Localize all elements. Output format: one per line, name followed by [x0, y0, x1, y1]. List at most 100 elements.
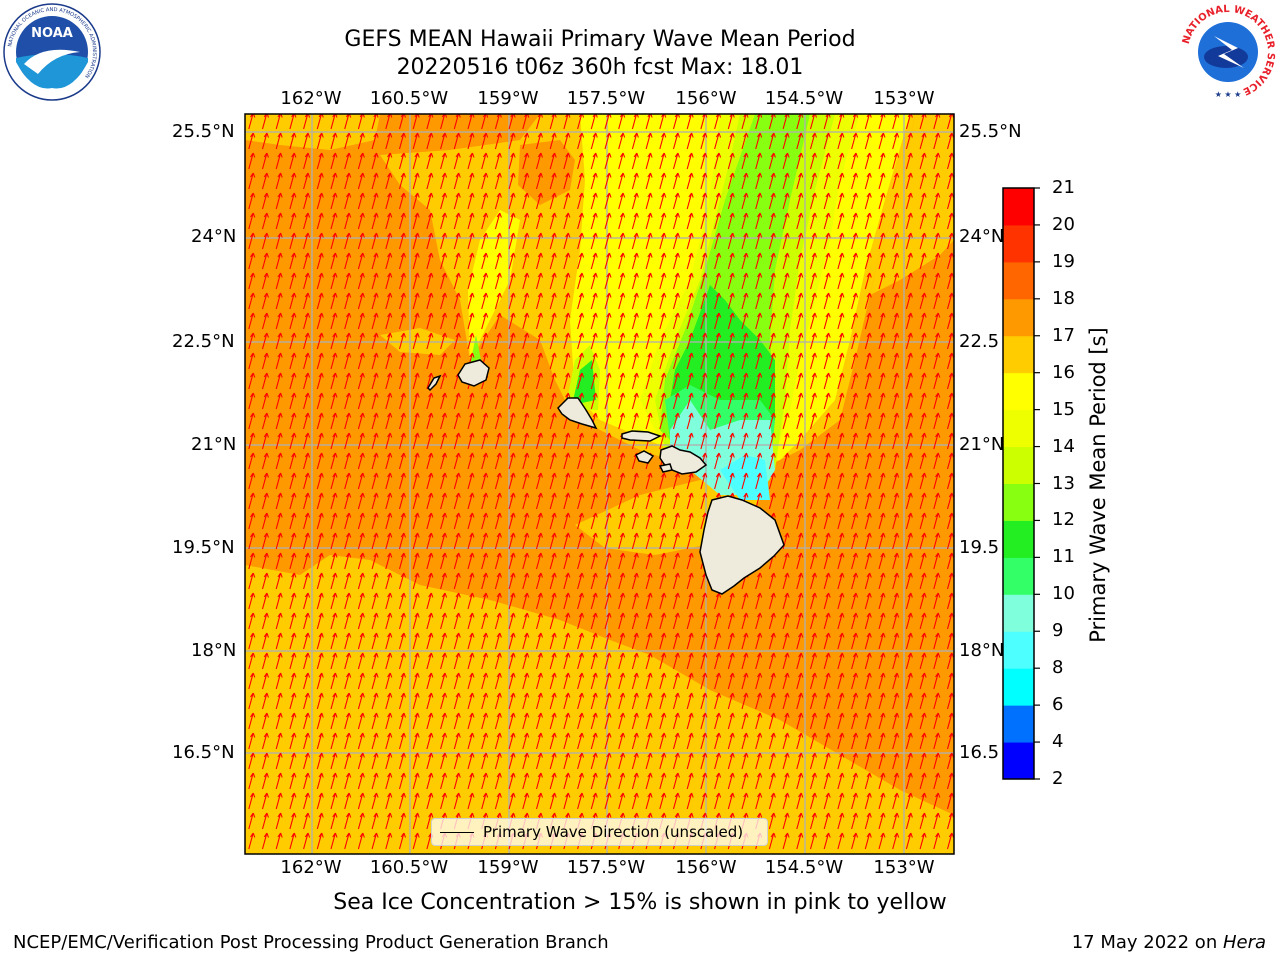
- wave-direction-arrow: [385, 672, 393, 690]
- wave-direction-arrow: [823, 772, 831, 790]
- wave-direction-arrow: [946, 612, 954, 630]
- wave-direction-arrow: [412, 732, 420, 750]
- wave-direction-arrow: [645, 632, 653, 650]
- wave-direction-arrow: [412, 372, 420, 390]
- wave-direction-arrow: [727, 592, 735, 610]
- wave-direction-arrow: [426, 692, 434, 710]
- wave-direction-arrow: [796, 492, 804, 510]
- wave-direction-arrow: [535, 332, 544, 350]
- wave-direction-arrow: [755, 752, 763, 770]
- wave-direction-arrow: [590, 292, 598, 310]
- lat-label-left: 19.5°N: [172, 537, 235, 558]
- wave-direction-arrow: [289, 752, 297, 770]
- wave-direction-arrow: [303, 412, 311, 430]
- wave-direction-arrow: [700, 152, 708, 170]
- wave-direction-arrow: [275, 172, 283, 190]
- lon-label-bottom: 156°W: [675, 857, 737, 878]
- wave-direction-arrow: [590, 772, 598, 790]
- wave-direction-arrow: [946, 132, 954, 150]
- wave-direction-arrow: [796, 692, 804, 710]
- wave-direction-arrow: [645, 692, 653, 710]
- wave-direction-arrow: [905, 492, 913, 510]
- wave-direction-arrow: [357, 252, 365, 270]
- wave-direction-arrow: [782, 732, 790, 750]
- wave-direction-arrow: [782, 752, 790, 770]
- wave-direction-arrow: [919, 692, 927, 710]
- wave-direction-arrow: [946, 392, 954, 410]
- wave-direction-arrow: [522, 412, 530, 430]
- wave-direction-arrow: [727, 792, 735, 810]
- wave-direction-arrow: [700, 612, 708, 630]
- wave-direction-arrow: [261, 492, 270, 510]
- wave-direction-arrow: [535, 252, 544, 270]
- wave-direction-arrow: [371, 132, 379, 150]
- wave-direction-arrow: [398, 132, 407, 150]
- wave-direction-arrow: [467, 272, 475, 290]
- wave-direction-arrow: [878, 812, 886, 830]
- wave-direction-arrow: [563, 212, 571, 230]
- wave-direction-arrow: [864, 492, 872, 510]
- wave-direction-arrow: [919, 772, 927, 790]
- wave-direction-arrow: [755, 272, 763, 290]
- wave-direction-arrow: [563, 312, 571, 330]
- colorbar-segment: [1003, 483, 1034, 521]
- wave-direction-arrow: [782, 272, 790, 290]
- wave-direction-arrow: [686, 752, 694, 770]
- wave-direction-arrow: [755, 114, 763, 130]
- footer-date: 17 May 2022 on Hera: [1072, 932, 1266, 953]
- wave-direction-arrow: [919, 732, 927, 750]
- wave-direction-arrow: [577, 772, 585, 790]
- wave-direction-arrow: [467, 592, 475, 610]
- wave-direction-arrow: [823, 432, 831, 450]
- wave-direction-arrow: [357, 332, 365, 350]
- wave-direction-arrow: [261, 512, 270, 530]
- wave-direction-arrow: [577, 712, 585, 730]
- wave-direction-arrow: [933, 732, 941, 750]
- wave-direction-arrow: [878, 672, 886, 690]
- wave-direction-arrow: [919, 132, 927, 150]
- wave-direction-arrow: [357, 512, 365, 530]
- wave-direction-arrow: [549, 512, 557, 530]
- wave-direction-arrow: [577, 352, 585, 370]
- wave-direction-arrow: [919, 632, 927, 650]
- wave-direction-arrow: [494, 252, 502, 270]
- wave-direction-arrow: [453, 432, 461, 450]
- wave-direction-arrow: [412, 232, 420, 250]
- wave-direction-arrow: [398, 552, 407, 570]
- wave-direction-arrow: [316, 572, 324, 590]
- wave-direction-arrow: [631, 692, 639, 710]
- wave-direction-arrow: [522, 114, 530, 130]
- wave-direction-arrow: [892, 352, 900, 370]
- colorbar-segment: [1003, 335, 1034, 374]
- wave-direction-arrow: [700, 332, 708, 350]
- wave-direction-arrow: [563, 592, 571, 610]
- wave-direction-arrow: [741, 192, 749, 210]
- wave-direction-arrow: [426, 612, 434, 630]
- wave-direction-arrow: [878, 512, 886, 530]
- wave-direction-arrow: [782, 572, 790, 590]
- wave-direction-arrow: [398, 192, 407, 210]
- wave-direction-arrow: [398, 232, 407, 250]
- wave-direction-arrow: [768, 792, 776, 810]
- wave-direction-arrow: [440, 392, 448, 410]
- wave-direction-arrow: [823, 132, 831, 150]
- wave-direction-arrow: [357, 752, 365, 770]
- wave-direction-arrow: [659, 192, 667, 210]
- wave-direction-arrow: [440, 472, 448, 490]
- wave-direction-arrow: [892, 132, 900, 150]
- wave-direction-arrow: [672, 792, 681, 810]
- wave-direction-arrow: [344, 752, 352, 770]
- wave-direction-arrow: [330, 732, 338, 750]
- wave-direction-arrow: [398, 572, 407, 590]
- wave-direction-arrow: [426, 252, 434, 270]
- wave-direction-arrow: [522, 672, 530, 690]
- wave-direction-arrow: [453, 292, 461, 310]
- wave-direction-arrow: [590, 372, 598, 390]
- wave-direction-arrow: [535, 552, 544, 570]
- wave-direction-arrow: [577, 532, 585, 550]
- wave-direction-arrow: [878, 352, 886, 370]
- wave-direction-arrow: [604, 792, 612, 810]
- colorbar-tick-label: 18: [1052, 287, 1075, 309]
- wave-direction-arrow: [303, 772, 311, 790]
- wave-direction-arrow: [604, 492, 612, 510]
